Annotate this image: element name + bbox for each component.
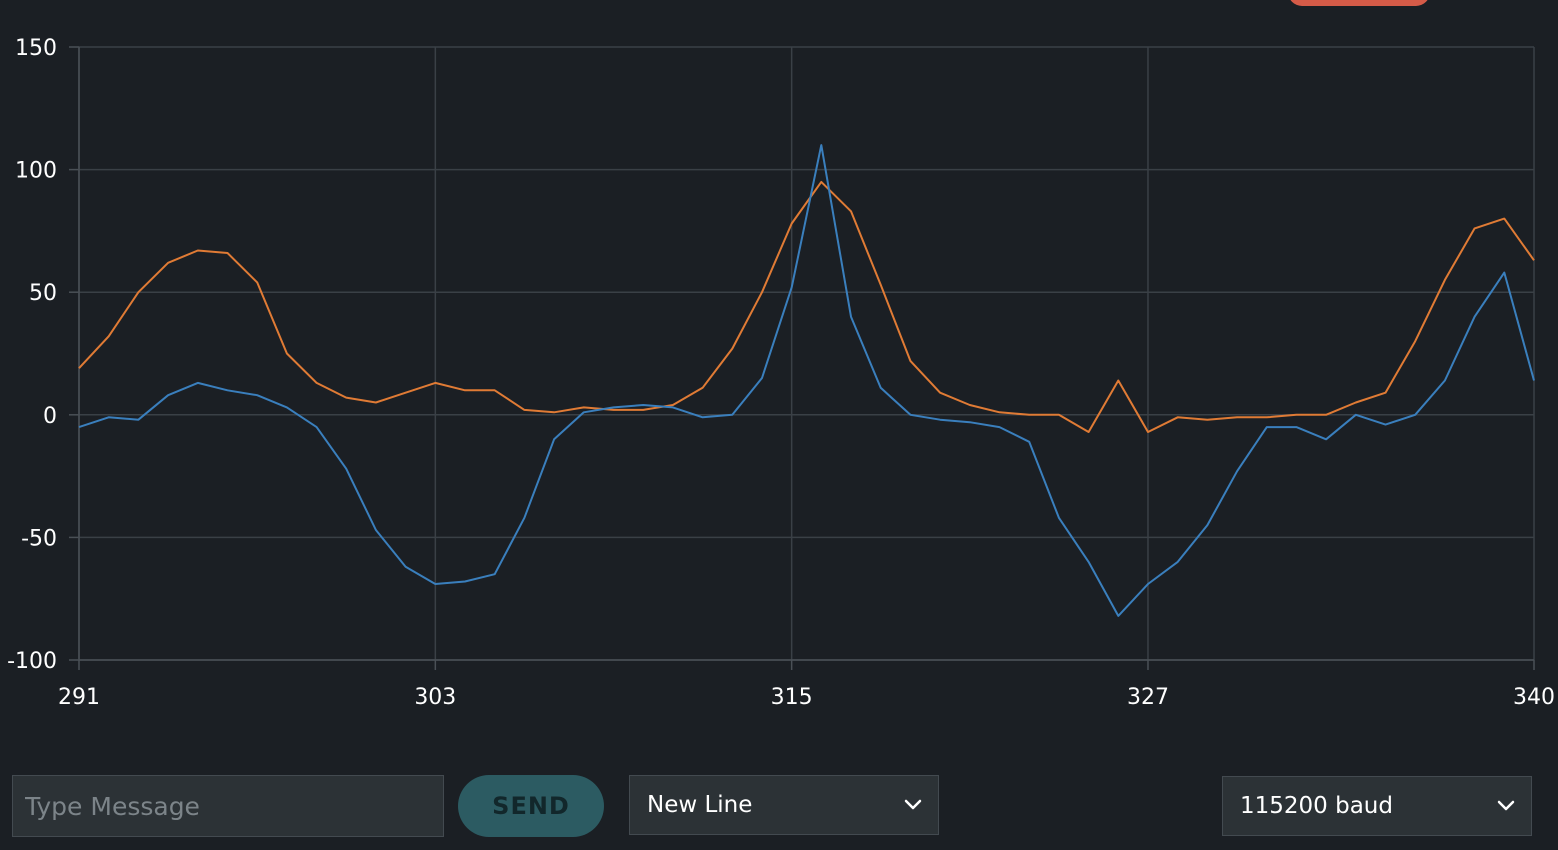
line-ending-select[interactable]: New Line xyxy=(629,775,939,835)
series-line-2 xyxy=(78,144,1535,617)
message-input[interactable] xyxy=(12,775,444,837)
y-tick-label: 100 xyxy=(15,159,57,184)
x-tick-label: 303 xyxy=(414,685,456,710)
top-action-button[interactable] xyxy=(1288,0,1430,6)
y-tick-label: 50 xyxy=(29,281,57,306)
y-axis-ticks: 150 100 50 0 -50 -100 xyxy=(7,36,57,674)
chevron-down-icon xyxy=(1497,800,1515,811)
x-tick-label: 340 xyxy=(1513,685,1555,710)
x-axis-ticks: 291 303 315 327 340 xyxy=(58,685,1555,710)
send-button[interactable]: SEND xyxy=(458,775,604,837)
grid-lines xyxy=(69,46,1535,670)
baud-rate-select[interactable]: 115200 baud xyxy=(1222,776,1532,836)
chevron-down-icon xyxy=(904,799,922,810)
y-tick-label: 0 xyxy=(43,404,57,429)
plot-chart: 150 100 50 0 -50 -100 291 303 315 327 340 xyxy=(7,36,1555,710)
x-tick-label: 327 xyxy=(1127,685,1169,710)
baud-rate-selected-value: 115200 baud xyxy=(1240,793,1393,819)
y-tick-label: -50 xyxy=(21,526,57,551)
y-tick-label: -100 xyxy=(7,649,57,674)
message-toolbar: SEND New Line 115200 baud xyxy=(0,770,1558,840)
x-tick-label: 315 xyxy=(771,685,813,710)
series-line-1 xyxy=(78,180,1535,433)
x-tick-label: 291 xyxy=(58,685,100,710)
y-tick-label: 150 xyxy=(15,36,57,61)
line-ending-selected-value: New Line xyxy=(647,792,753,818)
series-lines xyxy=(78,144,1535,617)
